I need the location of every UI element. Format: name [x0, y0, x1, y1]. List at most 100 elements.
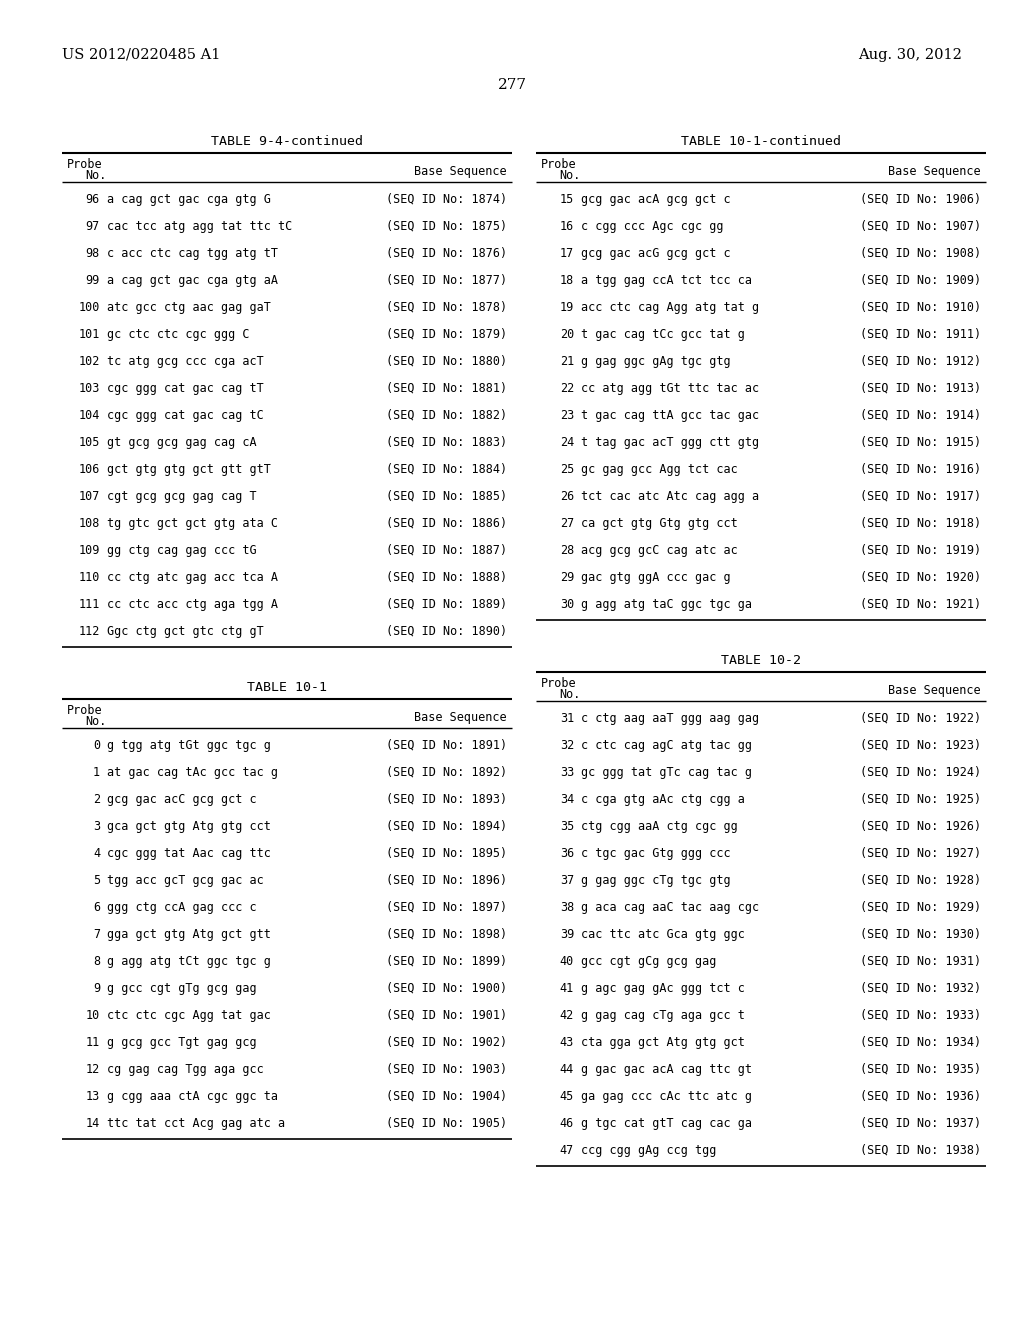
Text: (SEQ ID No: 1905): (SEQ ID No: 1905): [386, 1117, 507, 1130]
Text: (SEQ ID No: 1936): (SEQ ID No: 1936): [860, 1090, 981, 1104]
Text: 2: 2: [93, 793, 100, 807]
Text: 44: 44: [560, 1063, 574, 1076]
Text: 15: 15: [560, 193, 574, 206]
Text: (SEQ ID No: 1910): (SEQ ID No: 1910): [860, 301, 981, 314]
Text: (SEQ ID No: 1921): (SEQ ID No: 1921): [860, 598, 981, 611]
Text: No.: No.: [85, 715, 106, 729]
Text: gc ggg tat gTc cag tac g: gc ggg tat gTc cag tac g: [581, 766, 752, 779]
Text: Base Sequence: Base Sequence: [889, 165, 981, 178]
Text: t tag gac acT ggg ctt gtg: t tag gac acT ggg ctt gtg: [581, 436, 759, 449]
Text: 96: 96: [86, 193, 100, 206]
Text: No.: No.: [559, 169, 581, 182]
Text: (SEQ ID No: 1915): (SEQ ID No: 1915): [860, 436, 981, 449]
Text: 109: 109: [79, 544, 100, 557]
Text: (SEQ ID No: 1920): (SEQ ID No: 1920): [860, 572, 981, 583]
Text: a cag gct gac cga gtg aA: a cag gct gac cga gtg aA: [106, 275, 278, 286]
Text: (SEQ ID No: 1935): (SEQ ID No: 1935): [860, 1063, 981, 1076]
Text: gga gct gtg Atg gct gtt: gga gct gtg Atg gct gtt: [106, 928, 271, 941]
Text: (SEQ ID No: 1904): (SEQ ID No: 1904): [386, 1090, 507, 1104]
Text: (SEQ ID No: 1932): (SEQ ID No: 1932): [860, 982, 981, 995]
Text: cta gga gct Atg gtg gct: cta gga gct Atg gtg gct: [581, 1036, 744, 1049]
Text: (SEQ ID No: 1907): (SEQ ID No: 1907): [860, 220, 981, 234]
Text: 28: 28: [560, 544, 574, 557]
Text: (SEQ ID No: 1913): (SEQ ID No: 1913): [860, 381, 981, 395]
Text: No.: No.: [85, 169, 106, 182]
Text: 29: 29: [560, 572, 574, 583]
Text: 104: 104: [79, 409, 100, 422]
Text: (SEQ ID No: 1887): (SEQ ID No: 1887): [386, 544, 507, 557]
Text: g gcg gcc Tgt gag gcg: g gcg gcc Tgt gag gcg: [106, 1036, 257, 1049]
Text: Base Sequence: Base Sequence: [889, 684, 981, 697]
Text: (SEQ ID No: 1909): (SEQ ID No: 1909): [860, 275, 981, 286]
Text: 5: 5: [93, 874, 100, 887]
Text: (SEQ ID No: 1877): (SEQ ID No: 1877): [386, 275, 507, 286]
Text: at gac cag tAc gcc tac g: at gac cag tAc gcc tac g: [106, 766, 278, 779]
Text: (SEQ ID No: 1916): (SEQ ID No: 1916): [860, 463, 981, 477]
Text: 41: 41: [560, 982, 574, 995]
Text: 102: 102: [79, 355, 100, 368]
Text: Probe: Probe: [541, 158, 577, 172]
Text: (SEQ ID No: 1876): (SEQ ID No: 1876): [386, 247, 507, 260]
Text: tct cac atc Atc cag agg a: tct cac atc Atc cag agg a: [581, 490, 759, 503]
Text: 13: 13: [86, 1090, 100, 1104]
Text: (SEQ ID No: 1918): (SEQ ID No: 1918): [860, 517, 981, 531]
Text: cgc ggg cat gac cag tT: cgc ggg cat gac cag tT: [106, 381, 264, 395]
Text: (SEQ ID No: 1937): (SEQ ID No: 1937): [860, 1117, 981, 1130]
Text: TABLE 10-1: TABLE 10-1: [247, 681, 327, 694]
Text: cac ttc atc Gca gtg ggc: cac ttc atc Gca gtg ggc: [581, 928, 744, 941]
Text: 99: 99: [86, 275, 100, 286]
Text: gt gcg gcg gag cag cA: gt gcg gcg gag cag cA: [106, 436, 257, 449]
Text: 22: 22: [560, 381, 574, 395]
Text: (SEQ ID No: 1884): (SEQ ID No: 1884): [386, 463, 507, 477]
Text: g agg atg taC ggc tgc ga: g agg atg taC ggc tgc ga: [581, 598, 752, 611]
Text: 30: 30: [560, 598, 574, 611]
Text: (SEQ ID No: 1930): (SEQ ID No: 1930): [860, 928, 981, 941]
Text: 19: 19: [560, 301, 574, 314]
Text: (SEQ ID No: 1888): (SEQ ID No: 1888): [386, 572, 507, 583]
Text: (SEQ ID No: 1908): (SEQ ID No: 1908): [860, 247, 981, 260]
Text: g gac gac acA cag ttc gt: g gac gac acA cag ttc gt: [581, 1063, 752, 1076]
Text: (SEQ ID No: 1902): (SEQ ID No: 1902): [386, 1036, 507, 1049]
Text: ttc tat cct Acg gag atc a: ttc tat cct Acg gag atc a: [106, 1117, 285, 1130]
Text: 34: 34: [560, 793, 574, 807]
Text: (SEQ ID No: 1886): (SEQ ID No: 1886): [386, 517, 507, 531]
Text: 111: 111: [79, 598, 100, 611]
Text: ccg cgg gAg ccg tgg: ccg cgg gAg ccg tgg: [581, 1144, 717, 1158]
Text: g gag cag cTg aga gcc t: g gag cag cTg aga gcc t: [581, 1008, 744, 1022]
Text: tgg acc gcT gcg gac ac: tgg acc gcT gcg gac ac: [106, 874, 264, 887]
Text: (SEQ ID No: 1928): (SEQ ID No: 1928): [860, 874, 981, 887]
Text: g gag ggc gAg tgc gtg: g gag ggc gAg tgc gtg: [581, 355, 731, 368]
Text: 33: 33: [560, 766, 574, 779]
Text: (SEQ ID No: 1929): (SEQ ID No: 1929): [860, 902, 981, 913]
Text: 110: 110: [79, 572, 100, 583]
Text: 35: 35: [560, 820, 574, 833]
Text: c tgc gac Gtg ggg ccc: c tgc gac Gtg ggg ccc: [581, 847, 731, 861]
Text: (SEQ ID No: 1889): (SEQ ID No: 1889): [386, 598, 507, 611]
Text: 21: 21: [560, 355, 574, 368]
Text: gc gag gcc Agg tct cac: gc gag gcc Agg tct cac: [581, 463, 737, 477]
Text: 27: 27: [560, 517, 574, 531]
Text: TABLE 10-1-continued: TABLE 10-1-continued: [681, 135, 841, 148]
Text: 9: 9: [93, 982, 100, 995]
Text: 8: 8: [93, 954, 100, 968]
Text: g gag ggc cTg tgc gtg: g gag ggc cTg tgc gtg: [581, 874, 731, 887]
Text: 23: 23: [560, 409, 574, 422]
Text: 0: 0: [93, 739, 100, 752]
Text: a tgg gag ccA tct tcc ca: a tgg gag ccA tct tcc ca: [581, 275, 752, 286]
Text: (SEQ ID No: 1900): (SEQ ID No: 1900): [386, 982, 507, 995]
Text: 101: 101: [79, 327, 100, 341]
Text: c acc ctc cag tgg atg tT: c acc ctc cag tgg atg tT: [106, 247, 278, 260]
Text: acc ctc cag Agg atg tat g: acc ctc cag Agg atg tat g: [581, 301, 759, 314]
Text: Probe: Probe: [67, 158, 102, 172]
Text: 11: 11: [86, 1036, 100, 1049]
Text: (SEQ ID No: 1933): (SEQ ID No: 1933): [860, 1008, 981, 1022]
Text: (SEQ ID No: 1882): (SEQ ID No: 1882): [386, 409, 507, 422]
Text: (SEQ ID No: 1924): (SEQ ID No: 1924): [860, 766, 981, 779]
Text: 37: 37: [560, 874, 574, 887]
Text: 14: 14: [86, 1117, 100, 1130]
Text: cgc ggg cat gac cag tC: cgc ggg cat gac cag tC: [106, 409, 264, 422]
Text: g agc gag gAc ggg tct c: g agc gag gAc ggg tct c: [581, 982, 744, 995]
Text: t gac cag ttA gcc tac gac: t gac cag ttA gcc tac gac: [581, 409, 759, 422]
Text: 277: 277: [498, 78, 526, 92]
Text: (SEQ ID No: 1891): (SEQ ID No: 1891): [386, 739, 507, 752]
